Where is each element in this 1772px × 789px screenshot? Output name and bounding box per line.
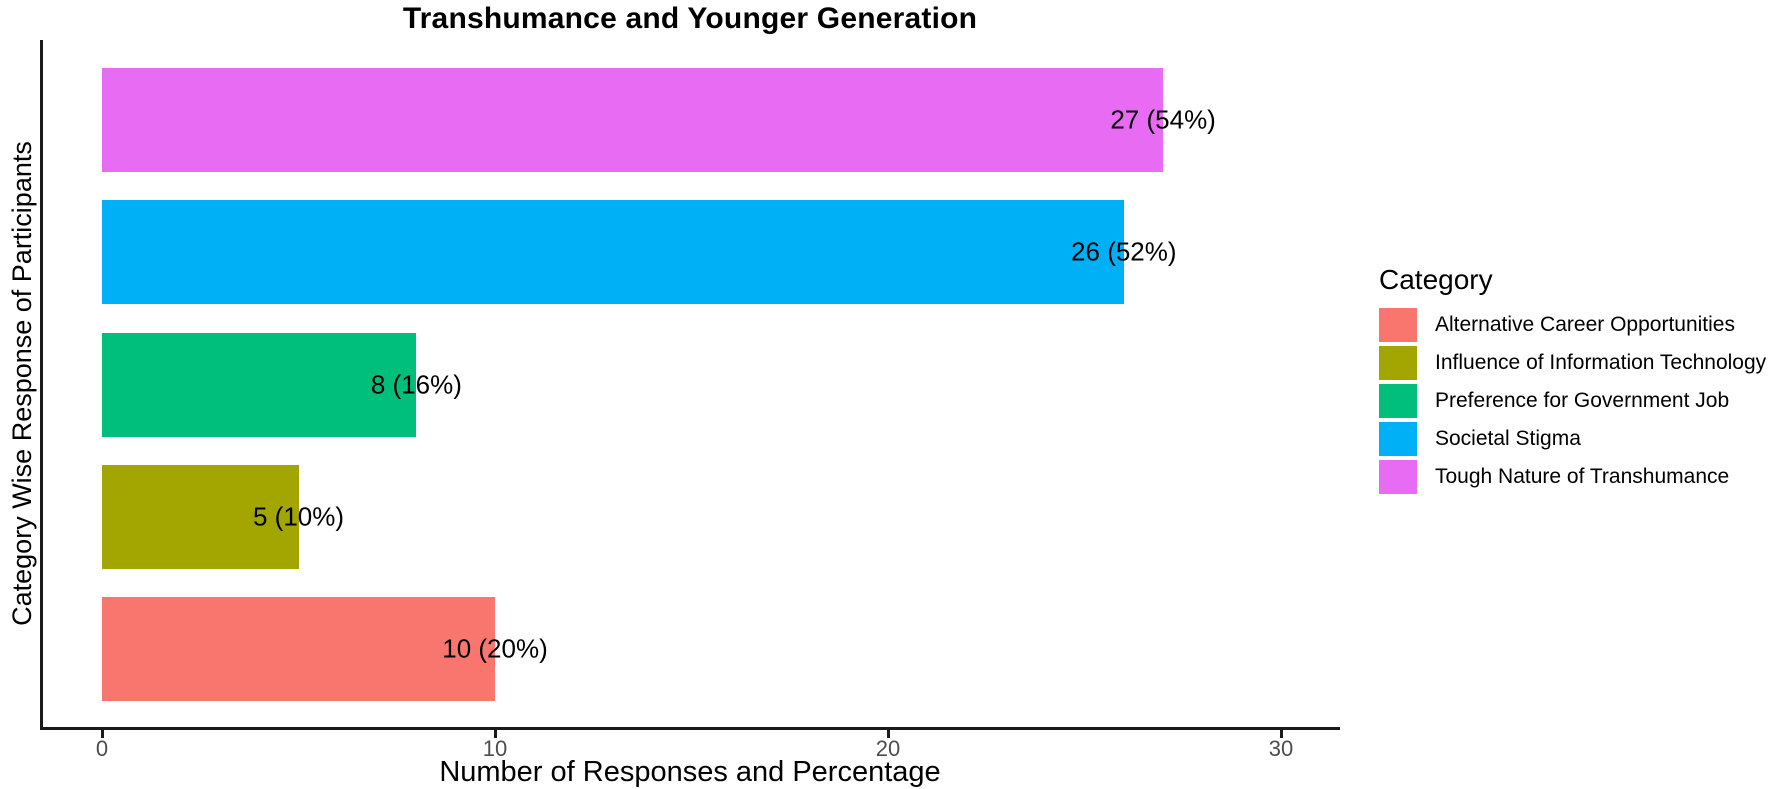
legend-item-label: Tough Nature of Transhumance	[1435, 465, 1730, 488]
x-tick-mark	[886, 730, 890, 738]
bar-value-label: 5 (10%)	[252, 501, 345, 532]
bar-value-label: 10 (20%)	[442, 633, 548, 664]
x-axis-line	[40, 727, 1340, 730]
legend-item-label: Preference for Government Job	[1435, 389, 1730, 412]
legend-items-group: Alternative Career Opportunities Influenc…	[1379, 308, 1771, 494]
legend-swatch	[1379, 460, 1417, 494]
bar	[102, 200, 1124, 305]
legend-item-label: Influence of Information Technology	[1435, 351, 1767, 374]
x-tick-mark	[1279, 730, 1283, 738]
bar	[102, 68, 1164, 172]
x-tick-label: 0	[95, 736, 109, 761]
legend-swatch	[1379, 422, 1417, 456]
bar	[102, 597, 495, 702]
legend-item: Preference for Government Job	[1379, 384, 1771, 418]
bar	[102, 464, 299, 569]
x-axis-title: Number of Responses and Percentage	[439, 756, 941, 788]
x-tick-label: 10	[482, 736, 508, 761]
x-tick-label: 20	[875, 736, 901, 761]
legend-item-label: Alternative Career Opportunities	[1435, 313, 1735, 336]
legend-item: Societal Stigma	[1379, 422, 1771, 456]
x-tick-label: 30	[1268, 736, 1294, 761]
legend-item: Alternative Career Opportunities	[1379, 308, 1771, 342]
x-tick-mark	[100, 730, 104, 738]
legend-swatch	[1379, 346, 1417, 380]
y-axis-line	[40, 40, 43, 730]
legend: Category Alternative Career Opportunitie…	[1379, 264, 1771, 498]
bar-value-label: 26 (52%)	[1071, 236, 1177, 267]
chart-title: Transhumance and Younger Generation	[402, 2, 978, 35]
bar-value-label: 27 (54%)	[1110, 104, 1216, 135]
legend-item-label: Societal Stigma	[1435, 427, 1581, 450]
y-axis-title: Category Wise Response of Participants	[6, 141, 37, 626]
legend-item: Tough Nature of Transhumance	[1379, 460, 1771, 494]
legend-item: Influence of Information Technology	[1379, 346, 1771, 380]
legend-swatch	[1379, 384, 1417, 418]
x-tick-mark	[493, 730, 497, 738]
legend-title: Category	[1379, 264, 1493, 295]
legend-swatch	[1379, 308, 1417, 342]
y-axis-title-wrap: Category Wise Response of Participants	[0, 40, 44, 727]
bar	[102, 332, 417, 437]
bar-value-label: 8 (16%)	[370, 369, 462, 400]
